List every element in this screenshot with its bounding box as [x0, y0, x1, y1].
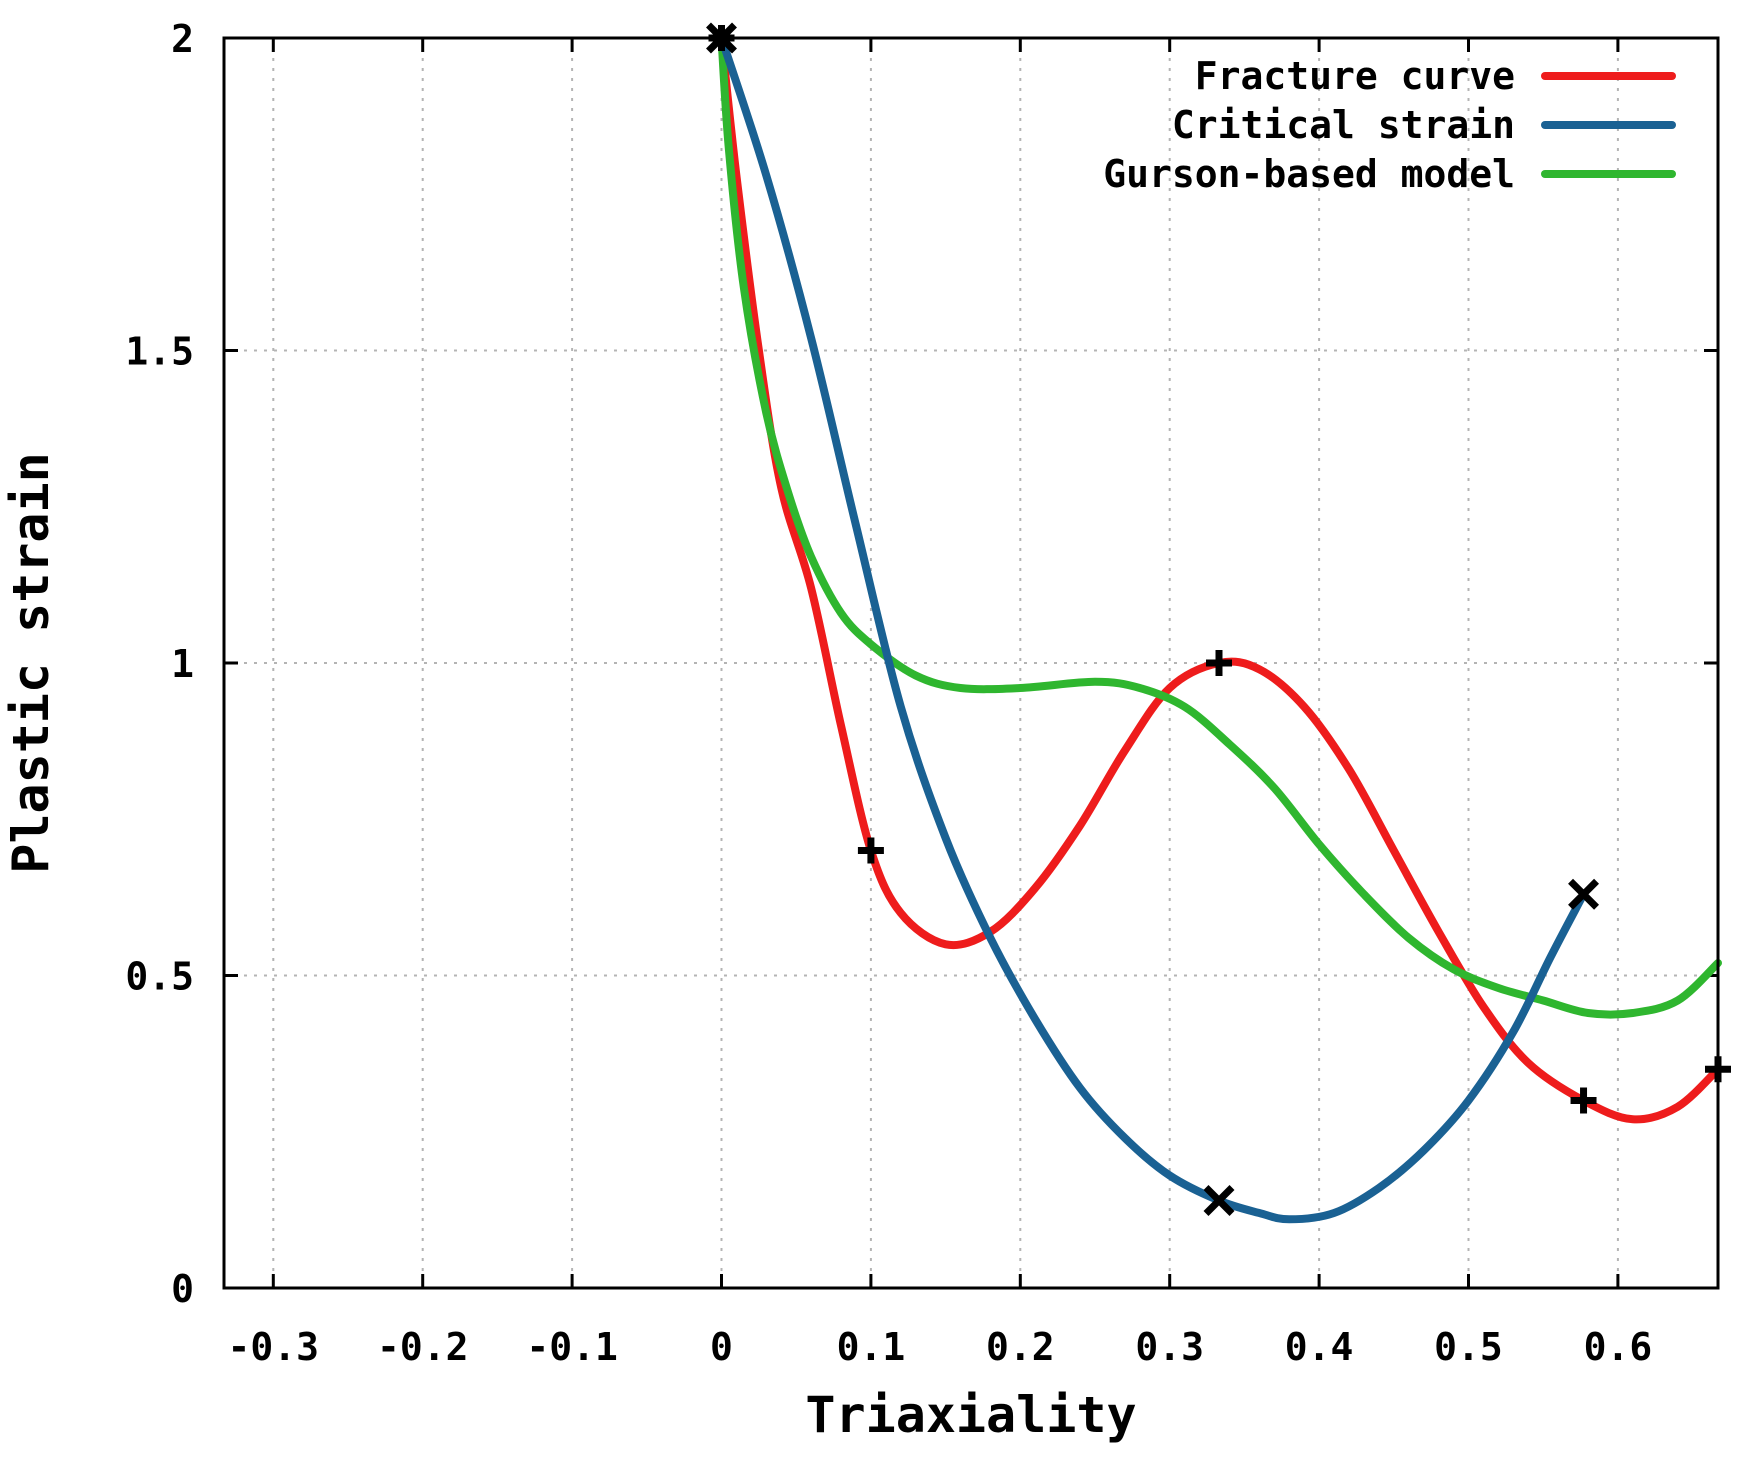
marker-stroke	[1203, 1185, 1235, 1216]
y-tick-label: 0.5	[125, 955, 194, 999]
plus-marker	[1570, 1087, 1597, 1114]
x-tick-labels: -0.3 -0.2 -0.1 0 0.1 0.2 0.3 0.4 0.5 0.6	[228, 1325, 1653, 1369]
legend-label-critical-strain: Critical strain	[1172, 103, 1515, 147]
x-tick-label: 0.6	[1584, 1325, 1653, 1369]
y-tick-label: 2	[171, 17, 194, 61]
plus-marker	[1206, 650, 1233, 676]
series-line-fracture-curve	[717, 34, 1722, 1124]
legend: Fracture curve Critical strain Gurson-base…	[1103, 54, 1676, 196]
y-tick-labels: 0 0.5 1 1.5 2	[125, 17, 194, 1311]
x-tick-label: 0.1	[837, 1325, 906, 1369]
x-tick-label: -0.1	[526, 1325, 618, 1369]
x-tick-label: -0.3	[228, 1325, 320, 1369]
gridlines	[224, 38, 1718, 1288]
x-axis-title: Triaxiality	[805, 1386, 1136, 1444]
legend-label-fracture-curve: Fracture curve	[1195, 54, 1515, 98]
series-lines	[717, 34, 1722, 1224]
y-tick-label: 0	[171, 1267, 194, 1311]
x-tick-label: -0.2	[377, 1325, 469, 1369]
series-line-gurson-based-model	[717, 34, 1722, 1019]
legend-label-gurson-based-model: Gurson-based model	[1103, 152, 1515, 196]
x-tick-label: 0.2	[986, 1325, 1055, 1369]
cross-marker	[1203, 1185, 1235, 1216]
series-line-critical-strain	[717, 34, 1588, 1224]
x-tick-label: 0.3	[1135, 1325, 1204, 1369]
y-tick-label: 1.5	[125, 330, 194, 374]
plot-frame	[222, 36, 1720, 1290]
marker-stroke	[1568, 878, 1600, 910]
y-tick-label: 1	[171, 642, 194, 686]
plus-marker	[857, 837, 884, 864]
y-axis-title: Plastic strain	[2, 452, 60, 873]
x-tick-label: 0	[710, 1325, 733, 1369]
axis-ticks	[224, 36, 1718, 1290]
cross-marker	[1568, 878, 1600, 910]
x-tick-label: 0.4	[1285, 1325, 1354, 1369]
x-tick-label: 0.5	[1434, 1325, 1503, 1369]
series-markers	[706, 22, 1731, 1216]
